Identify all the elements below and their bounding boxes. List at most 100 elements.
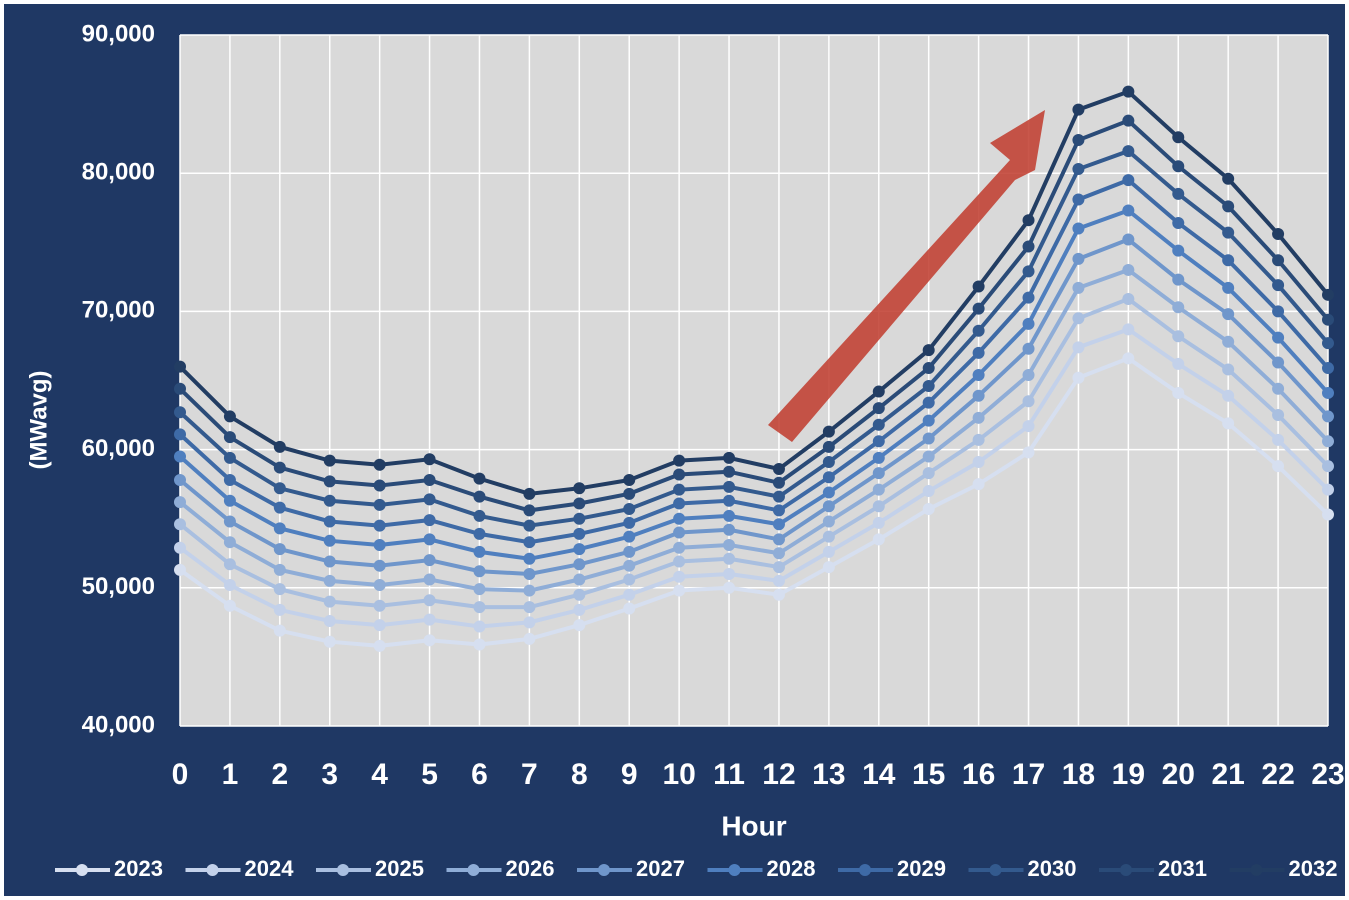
point <box>1072 252 1085 265</box>
point <box>972 478 985 491</box>
x-tick-label: 13 <box>812 758 845 791</box>
x-axis-title: Hour <box>721 810 786 841</box>
point <box>673 497 686 510</box>
legend-label: 2024 <box>245 856 295 881</box>
point <box>523 632 536 645</box>
point <box>922 450 935 463</box>
series-line <box>178 148 1330 528</box>
point <box>423 453 436 466</box>
point <box>323 515 336 528</box>
point <box>723 465 736 478</box>
point <box>1122 204 1135 217</box>
point <box>673 555 686 568</box>
x-tick-label: 6 <box>471 758 488 791</box>
point <box>1072 312 1085 325</box>
x-tick-label: 20 <box>1162 758 1195 791</box>
y-tick-label: 60,000 <box>82 435 155 462</box>
legend-marker <box>1250 864 1263 876</box>
point <box>1322 460 1334 473</box>
point <box>1022 214 1035 227</box>
point <box>772 561 785 574</box>
point <box>723 538 736 551</box>
point <box>373 599 386 612</box>
legend-marker <box>989 864 1002 876</box>
point <box>772 476 785 489</box>
point <box>1222 254 1235 267</box>
point <box>174 428 186 441</box>
legend-label: 2023 <box>114 856 163 881</box>
point <box>373 479 386 492</box>
point <box>922 503 935 516</box>
point <box>473 565 486 578</box>
point <box>872 402 885 415</box>
point <box>1022 240 1035 253</box>
point <box>323 555 336 568</box>
point <box>822 471 835 484</box>
point <box>1272 356 1285 369</box>
point <box>174 541 186 554</box>
point <box>174 563 186 576</box>
point <box>423 594 436 607</box>
point <box>1172 244 1185 257</box>
point <box>922 432 935 445</box>
point <box>872 483 885 496</box>
point <box>1322 483 1334 496</box>
legend-label: 2030 <box>1028 856 1077 881</box>
point <box>623 588 636 601</box>
point <box>323 574 336 587</box>
point <box>273 522 286 535</box>
point <box>1172 216 1185 229</box>
series-line <box>178 327 1330 629</box>
series-line <box>178 296 1330 610</box>
point <box>1072 281 1085 294</box>
point <box>223 494 236 507</box>
point <box>1272 460 1285 473</box>
x-tick-label: 5 <box>421 758 438 791</box>
point <box>972 433 985 446</box>
point <box>723 523 736 536</box>
point <box>473 601 486 614</box>
point <box>872 451 885 464</box>
point <box>523 552 536 565</box>
point <box>523 504 536 517</box>
point <box>1022 446 1035 459</box>
point <box>673 483 686 496</box>
point <box>1272 228 1285 241</box>
series-line <box>178 237 1330 576</box>
point <box>1172 357 1185 370</box>
x-tick-label: 11 <box>713 758 745 791</box>
point <box>772 518 785 531</box>
point <box>1072 222 1085 235</box>
point <box>1022 368 1035 381</box>
point <box>523 567 536 580</box>
point <box>223 536 236 549</box>
point <box>1222 281 1235 294</box>
x-tick-label: 0 <box>172 758 189 791</box>
point <box>523 519 536 532</box>
series-line <box>178 118 1330 513</box>
x-tick-label: 19 <box>1112 758 1145 791</box>
x-tick-label: 10 <box>662 758 695 791</box>
point <box>772 462 785 475</box>
trend-arrow <box>768 110 1045 442</box>
point <box>872 533 885 546</box>
point <box>822 456 835 469</box>
point <box>223 599 236 612</box>
point <box>423 533 436 546</box>
x-tick-label: 23 <box>1311 758 1344 791</box>
point <box>673 570 686 583</box>
point <box>822 500 835 513</box>
point <box>1072 163 1085 176</box>
point <box>922 344 935 357</box>
point <box>922 414 935 427</box>
x-tick-label: 12 <box>762 758 795 791</box>
point <box>174 474 186 487</box>
point <box>872 467 885 480</box>
point <box>473 509 486 522</box>
point <box>723 494 736 507</box>
point <box>772 490 785 503</box>
point <box>1072 341 1085 354</box>
series-line <box>178 89 1330 496</box>
point <box>1272 254 1285 267</box>
point <box>772 588 785 601</box>
